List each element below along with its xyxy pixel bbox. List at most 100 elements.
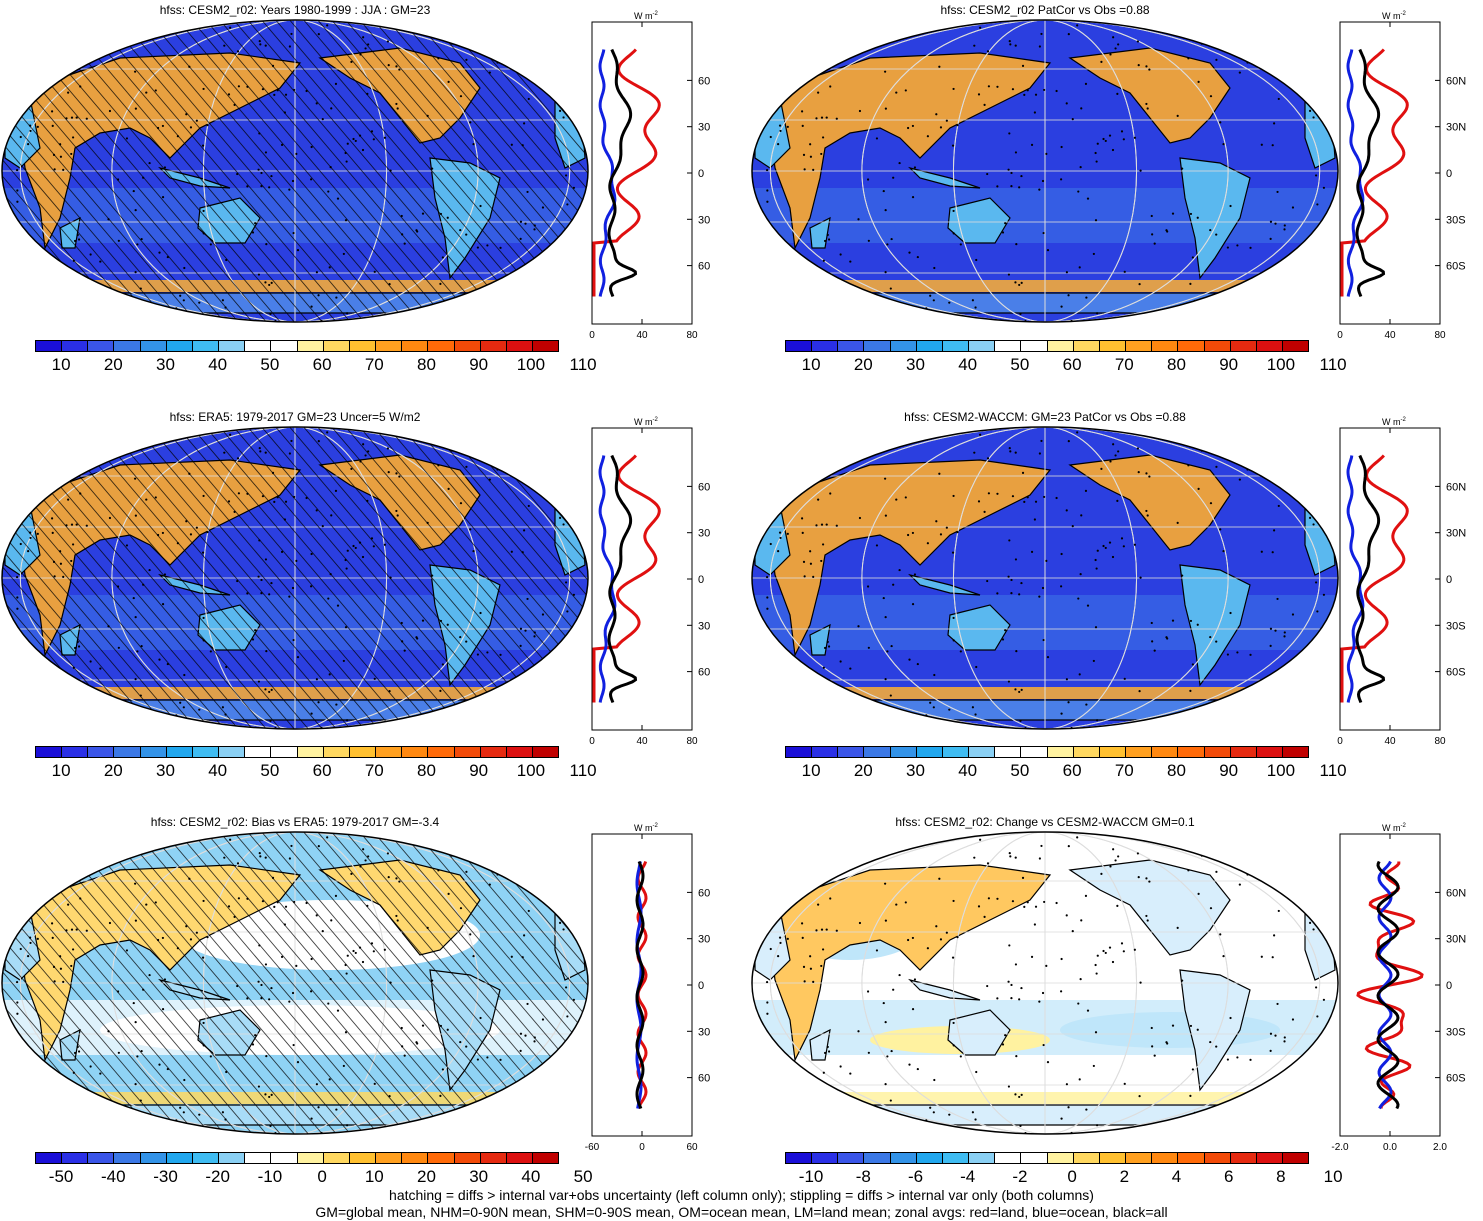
stipple-dot	[971, 299, 974, 302]
stipple-dot	[1014, 1093, 1017, 1096]
stipple-dot	[85, 929, 88, 932]
continent-outline	[1068, 859, 1231, 956]
y-tick-label: 60S	[698, 1073, 710, 1085]
stipple-dot	[271, 64, 275, 68]
stipple-dot	[116, 178, 120, 181]
stipple-dot	[44, 693, 47, 696]
y-tick-label: 0	[1446, 980, 1452, 992]
stipple-dot	[823, 239, 827, 243]
stipple-dot	[273, 500, 276, 504]
stipple-dot	[136, 650, 139, 653]
stipple-dot	[1014, 281, 1017, 284]
stipple-dot	[1148, 475, 1151, 478]
colorbar-swatch	[454, 1153, 481, 1163]
stipple-dot	[821, 948, 825, 951]
stipple-dot	[522, 1118, 525, 1122]
stipple-dot	[359, 865, 362, 868]
stipple-dot	[1100, 60, 1103, 63]
stipple-dot	[51, 1132, 54, 1134]
stipple-dot	[140, 644, 143, 648]
y-tick-label: 30S	[698, 620, 710, 632]
stipple-dot	[759, 479, 762, 482]
stipple-dot	[797, 835, 800, 838]
x-tick-label: 0	[589, 736, 595, 747]
stipple-dot	[1019, 1124, 1022, 1128]
stipple-dot	[488, 883, 491, 886]
stipple-dot	[765, 575, 769, 579]
stipple-dot	[889, 694, 892, 697]
colorbar-swatch	[1282, 747, 1309, 757]
stipple-dot	[1276, 597, 1279, 601]
stipple-dot	[260, 983, 263, 987]
stipple-dot	[400, 1026, 403, 1030]
stipple-dot	[1086, 1009, 1090, 1012]
stipple-dot	[79, 492, 82, 495]
colorbar-swatch	[245, 341, 272, 351]
stipple-dot	[565, 1096, 568, 1099]
stipple-dot	[270, 581, 273, 585]
stipple-dot	[826, 1045, 829, 1049]
colorbar-swatch	[812, 747, 839, 757]
stipple-dot	[2, 316, 4, 319]
stipple-dot	[317, 294, 320, 297]
stipple-dot	[1273, 122, 1276, 125]
stipple-dot	[1042, 1043, 1045, 1047]
hatching-line	[399, 427, 588, 729]
hatching-line	[2, 20, 213, 322]
stipple-dot	[884, 70, 887, 73]
stipple-dot	[1011, 900, 1015, 903]
stipple-dot	[566, 203, 569, 206]
colorbar-swatch	[349, 747, 377, 757]
stipple-dot	[753, 938, 756, 942]
stipple-dot	[819, 291, 823, 295]
stipple-dot	[184, 835, 187, 838]
stipple-dot	[246, 997, 249, 1000]
colorbar-swatch	[532, 747, 559, 757]
colorbar-swatch	[219, 341, 246, 351]
stipple-dot	[817, 91, 820, 94]
stipple-dot	[1273, 529, 1276, 532]
stipple-dot	[1065, 509, 1068, 512]
stipple-dot	[803, 168, 806, 171]
stipple-dot	[1322, 186, 1326, 189]
stipple-dot	[264, 963, 268, 966]
stipple-dot	[906, 938, 910, 942]
stipple-dot	[134, 1083, 137, 1086]
stipple-dot	[1320, 290, 1323, 293]
stipple-dot	[1100, 467, 1103, 470]
y-tick-label: 0	[1446, 168, 1452, 180]
stipple-dot	[526, 1002, 529, 1006]
stipple-dot	[158, 1063, 161, 1066]
stipple-dot	[439, 619, 443, 623]
stipple-dot	[1038, 188, 1041, 191]
stipple-dot	[1014, 558, 1018, 561]
stipple-dot	[426, 926, 429, 930]
stipple-dot	[139, 1099, 142, 1102]
y-tick-label: 30N	[1446, 122, 1466, 134]
stipple-dot	[1215, 58, 1218, 61]
stipple-dot	[69, 291, 73, 295]
stipple-dot	[259, 43, 262, 46]
stipple-dot	[952, 1044, 955, 1047]
colorbar-swatch	[1021, 747, 1048, 757]
map-border	[1, 831, 589, 1135]
stipple-dot	[934, 430, 937, 433]
stipple-dot	[161, 196, 165, 199]
stipple-dot	[62, 575, 65, 579]
stipple-dot	[99, 725, 102, 728]
stipple-dot	[809, 143, 812, 146]
stipple-dot	[766, 596, 769, 599]
stipple-dot	[1092, 659, 1095, 663]
stipple-dot	[758, 1069, 761, 1072]
stipple-dot	[166, 662, 169, 666]
stipple-dot	[396, 514, 399, 517]
stipple-dot	[760, 111, 763, 114]
hatching-line	[2, 832, 199, 1134]
stipple-dot	[161, 531, 165, 535]
stipple-dot	[264, 688, 267, 691]
stipple-dot	[971, 1111, 974, 1114]
stipple-dot	[386, 852, 389, 855]
stipple-dot	[134, 1021, 137, 1024]
stipple-dot	[558, 921, 562, 924]
